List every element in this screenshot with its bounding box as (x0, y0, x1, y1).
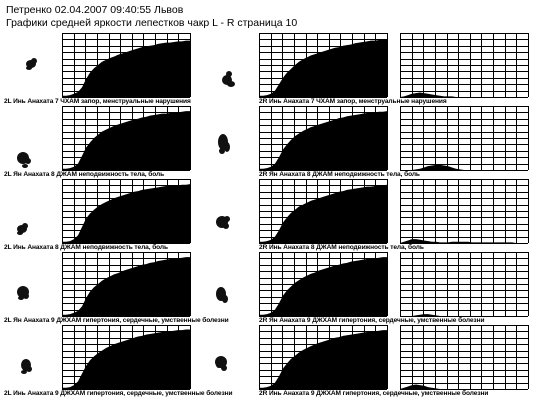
chart-caption-right: 2R Ян Анахата 8 ДЖАМ неподвижность тела,… (259, 171, 420, 178)
brightness-chart-11 (400, 252, 529, 317)
brightness-area-series (259, 184, 387, 243)
chart-caption-right: 2R Инь Анахата 9 ДЖХАМ гипертония, серде… (259, 390, 489, 397)
chart-caption-right: 2R Ян Анахата 9 ДЖХАМ гипертония, сердеч… (259, 317, 485, 324)
thumbnail-blob (219, 148, 225, 154)
brightness-chart-4 (259, 106, 388, 171)
brightness-area-series (400, 92, 528, 97)
petal-thumbnail-image (26, 58, 37, 70)
thumbnail-blob (26, 366, 32, 372)
chart-caption-left: 2L Инь Анахата 9 ДЖХАМ гипертония, серде… (4, 390, 233, 397)
thumbnail-blob (227, 81, 235, 87)
thumbnail-blob (18, 296, 24, 300)
petal-thumbnail-image (17, 152, 31, 168)
chart-grid-lines (400, 325, 529, 390)
chart-grid-lines (400, 179, 529, 244)
brightness-area-series (62, 111, 190, 170)
brightness-area-series (400, 239, 528, 243)
chakra-row: 2L Ян Анахата 8 ДЖАМ неподвижность тела,… (0, 106, 543, 181)
chart-grid-lines (400, 252, 529, 317)
chakra-row: 2L Инь Анахата 9 ДЖХАМ гипертония, серде… (0, 325, 543, 400)
petal-thumbnail-image (216, 287, 228, 303)
page-title: Графики средней яркости лепестков чакр L… (6, 17, 298, 29)
thumbnail-blob (25, 158, 31, 164)
brightness-chart-0 (62, 33, 191, 98)
petal-thumbnail-image (218, 134, 230, 154)
brightness-area-series (400, 314, 528, 316)
brightness-chart-13 (259, 325, 388, 390)
thumbnail-blob (22, 164, 28, 168)
brightness-chart-10 (259, 252, 388, 317)
chakra-row: 2L Инь Анахата 7 ЧХАМ запор, менструальн… (0, 33, 543, 108)
petal-thumbnail-image (216, 216, 230, 229)
chart-grid-lines (400, 33, 529, 98)
thumbnail-blob (224, 142, 230, 152)
brightness-area-series (62, 40, 190, 97)
petal-thumbnail-image (21, 359, 32, 374)
thumbnail-blob (23, 293, 29, 299)
brightness-area-series (259, 257, 387, 316)
chart-caption-right: 2R Инь Анахата 7 ЧХАМ запор, менструальн… (259, 98, 447, 105)
chart-caption-left: 2L Ян Анахата 8 ДЖАМ неподвижность тела,… (4, 171, 165, 178)
brightness-chart-8 (400, 179, 529, 244)
petal-thumbnail-image (215, 356, 227, 371)
chart-caption-right: 2R Инь Анахата 8 ДЖАМ неподвижность тела… (259, 244, 424, 251)
brightness-area-series (62, 329, 190, 389)
thumbnail-blob (26, 66, 32, 70)
petal-thumbnail-image (222, 71, 235, 87)
thumbnail-blob (217, 288, 223, 294)
brightness-area-series (400, 384, 528, 389)
thumbnail-blob (222, 295, 228, 303)
brightness-chart-2 (400, 33, 529, 98)
brightness-area-series (259, 330, 387, 389)
brightness-chart-5 (400, 106, 529, 171)
thumbnail-blob (216, 362, 222, 368)
brightness-chart-9 (62, 252, 191, 317)
brightness-area-series (259, 39, 387, 97)
brightness-chart-1 (259, 33, 388, 98)
petal-thumbnail-image (17, 286, 29, 300)
chart-caption-left: 2L Ян Анахата 9 ДЖХАМ гипертония, сердеч… (4, 317, 229, 324)
brightness-chart-12 (62, 325, 191, 390)
thumbnail-blob (226, 71, 232, 77)
thumbnail-blob (22, 223, 28, 229)
thumbnail-blob (31, 58, 37, 64)
brightness-chart-7 (259, 179, 388, 244)
thumbnail-blob (17, 231, 23, 235)
thumbnail-blob (224, 216, 230, 222)
report-header-line1: Петренко 02.04.2007 09:40:55 Львов (6, 4, 184, 16)
brightness-area-series (62, 184, 190, 243)
thumbnail-blob (21, 370, 27, 374)
chart-grid-lines (400, 106, 529, 171)
chakra-row: 2L Ян Анахата 9 ДЖХАМ гипертония, сердеч… (0, 252, 543, 327)
thumbnail-blob (221, 365, 227, 371)
thumbnail-blob (223, 223, 229, 229)
petal-thumbnail-image (17, 223, 28, 235)
brightness-chart-3 (62, 106, 191, 171)
brightness-area-series (400, 164, 528, 170)
chart-caption-left: 2L Инь Анахата 8 ДЖАМ неподвижность тела… (4, 244, 168, 251)
chart-caption-left: 2L Инь Анахата 7 ЧХАМ запор, менструальн… (4, 98, 191, 105)
brightness-area-series (259, 111, 387, 170)
brightness-chart-14 (400, 325, 529, 390)
brightness-chart-6 (62, 179, 191, 244)
brightness-area-series (62, 257, 190, 316)
chakra-row: 2L Инь Анахата 8 ДЖАМ неподвижность тела… (0, 179, 543, 254)
